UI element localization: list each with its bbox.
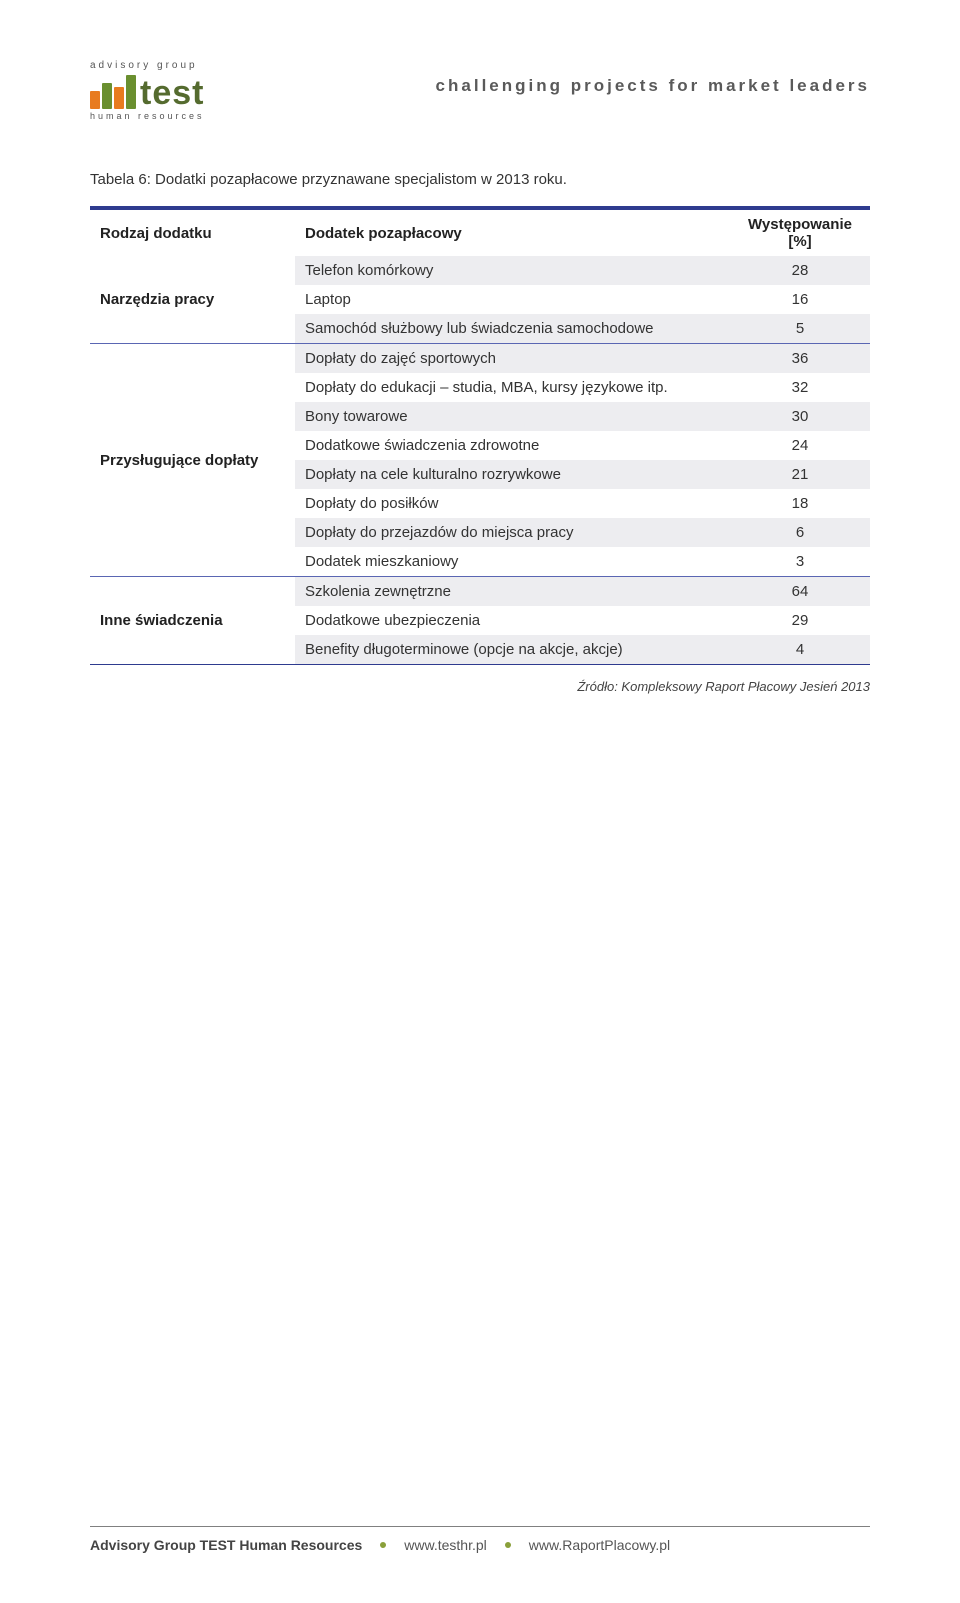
table-header-row: Rodzaj dodatku Dodatek pozapłacowy Wystę… xyxy=(90,210,870,256)
category-cell: Przysługujące dopłaty xyxy=(90,344,295,577)
tagline: challenging projects for market leaders xyxy=(436,76,870,96)
item-cell: Dodatek mieszkaniowy xyxy=(295,547,730,577)
item-cell: Telefon komórkowy xyxy=(295,256,730,285)
data-table-wrapper: Rodzaj dodatku Dodatek pozapłacowy Wystę… xyxy=(90,206,870,665)
item-cell: Dopłaty na cele kulturalno rozrywkowe xyxy=(295,460,730,489)
col-header-value: Występowanie [%] xyxy=(730,210,870,256)
value-cell: 30 xyxy=(730,402,870,431)
logo-bar xyxy=(102,83,112,109)
table-row: Przysługujące dopłatyDopłaty do zajęć sp… xyxy=(90,344,870,374)
source-note: Źródło: Kompleksowy Raport Płacowy Jesie… xyxy=(90,679,870,694)
value-cell: 5 xyxy=(730,314,870,344)
value-cell: 6 xyxy=(730,518,870,547)
logo-mid: test xyxy=(90,73,210,109)
item-cell: Dopłaty do posiłków xyxy=(295,489,730,518)
item-cell: Dopłaty do przejazdów do miejsca pracy xyxy=(295,518,730,547)
logo-bar xyxy=(90,91,100,109)
value-cell: 28 xyxy=(730,256,870,285)
item-cell: Dodatkowe świadczenia zdrowotne xyxy=(295,431,730,460)
category-cell: Inne świadczenia xyxy=(90,577,295,665)
value-cell: 4 xyxy=(730,635,870,664)
table-body: Narzędzia pracyTelefon komórkowy28Laptop… xyxy=(90,256,870,664)
logo: advisory group test human resources xyxy=(90,60,210,121)
value-cell: 16 xyxy=(730,285,870,314)
table-row: Inne świadczeniaSzkolenia zewnętrzne64 xyxy=(90,577,870,607)
footer-link-1: www.testhr.pl xyxy=(404,1537,486,1553)
item-cell: Laptop xyxy=(295,285,730,314)
value-cell: 64 xyxy=(730,577,870,607)
value-cell: 3 xyxy=(730,547,870,577)
value-cell: 32 xyxy=(730,373,870,402)
table-row: Narzędzia pracyTelefon komórkowy28 xyxy=(90,256,870,285)
page-footer: Advisory Group TEST Human Resources www.… xyxy=(0,1526,960,1553)
item-cell: Benefity długoterminowe (opcje na akcje,… xyxy=(295,635,730,664)
item-cell: Dopłaty do edukacji – studia, MBA, kursy… xyxy=(295,373,730,402)
item-cell: Bony towarowe xyxy=(295,402,730,431)
value-cell: 21 xyxy=(730,460,870,489)
value-cell: 18 xyxy=(730,489,870,518)
category-cell: Narzędzia pracy xyxy=(90,256,295,344)
footer-line: Advisory Group TEST Human Resources www.… xyxy=(90,1526,870,1553)
logo-bar xyxy=(126,75,136,109)
logo-bars xyxy=(90,73,136,109)
bullet-icon xyxy=(505,1542,511,1548)
value-cell: 36 xyxy=(730,344,870,374)
data-table: Rodzaj dodatku Dodatek pozapłacowy Wystę… xyxy=(90,210,870,664)
item-cell: Dopłaty do zajęć sportowych xyxy=(295,344,730,374)
page-header: advisory group test human resources chal… xyxy=(90,60,870,121)
item-cell: Szkolenia zewnętrzne xyxy=(295,577,730,607)
table-caption: Tabela 6: Dodatki pozapłacowe przyznawan… xyxy=(90,171,870,188)
value-cell: 24 xyxy=(730,431,870,460)
footer-link-2: www.RaportPlacowy.pl xyxy=(529,1537,670,1553)
logo-bar xyxy=(114,87,124,109)
item-cell: Samochód służbowy lub świadczenia samoch… xyxy=(295,314,730,344)
footer-lead: Advisory Group TEST Human Resources xyxy=(90,1537,362,1553)
bullet-icon xyxy=(380,1542,386,1548)
col-header-category: Rodzaj dodatku xyxy=(90,210,295,256)
col-header-item: Dodatek pozapłacowy xyxy=(295,210,730,256)
item-cell: Dodatkowe ubezpieczenia xyxy=(295,606,730,635)
logo-line2: human resources xyxy=(90,111,210,121)
logo-word: test xyxy=(140,78,204,109)
logo-line1: advisory group xyxy=(90,60,210,71)
value-cell: 29 xyxy=(730,606,870,635)
